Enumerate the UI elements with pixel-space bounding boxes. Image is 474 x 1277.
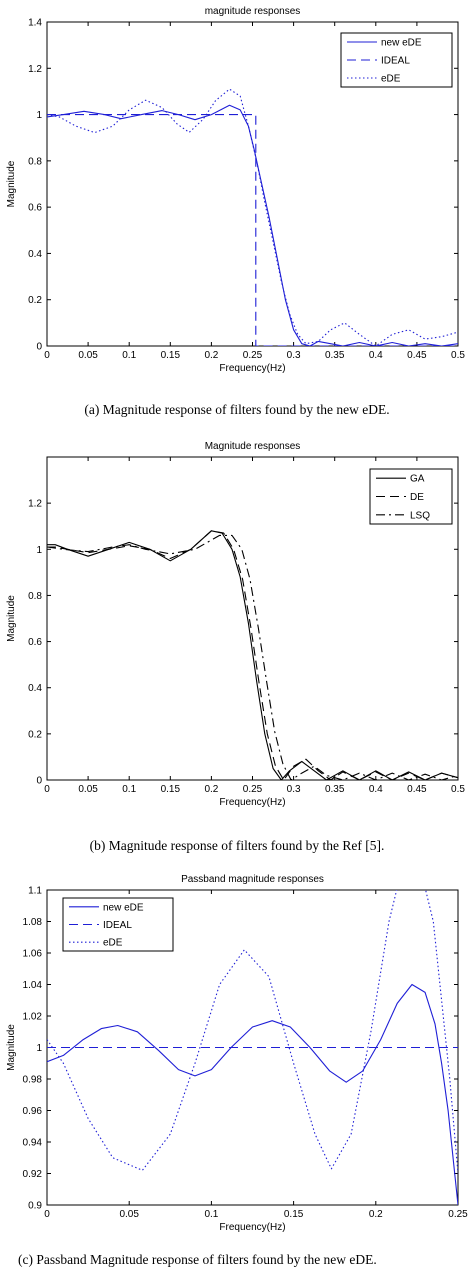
legend: GA DE LSQ <box>369 468 453 525</box>
legend-label: GA <box>410 474 425 485</box>
y-tick-label: 0.92 <box>23 1169 43 1180</box>
chart-panel-c: Passband magnitude responses 0 0.05 0.1 0.15… <box>0 866 474 1248</box>
legend-label: DE <box>410 492 424 503</box>
caption-c: (c) Passband Magnitude response of filte… <box>18 1252 377 1267</box>
y-tick-label: 1 <box>36 1043 42 1054</box>
y-tick-label: 0.98 <box>23 1075 43 1086</box>
x-tick-label: 0.15 <box>161 350 181 361</box>
legend-label: new eDE <box>103 902 144 913</box>
x-tick-label: 0.35 <box>325 350 345 361</box>
plot-area <box>47 530 458 780</box>
y-tick-label: 0.96 <box>23 1106 43 1117</box>
legend: new eDE IDEAL eDE <box>62 897 174 952</box>
plot-area <box>47 88 458 346</box>
chart-panel-a: magnitude responses 0 0.05 0.1 0.15 0.2 0.25 0.… <box>0 0 474 400</box>
x-tick-label: 0.1 <box>122 784 136 795</box>
chart-panel-b: Magnitude responses 0 0.05 0.1 0.15 0.2 0.25 0.… <box>0 430 474 830</box>
x-axis-label: Frequency(Hz) <box>219 797 285 808</box>
x-tick-label: 0.45 <box>407 784 427 795</box>
y-tick-label: 1 <box>36 545 42 556</box>
legend-label: IDEAL <box>103 920 132 931</box>
x-tick-label: 0.25 <box>448 1209 468 1220</box>
series-new-ede-line <box>47 983 458 1205</box>
x-tick-label: 0 <box>44 784 50 795</box>
series-ede-line <box>47 890 458 1174</box>
y-tick-label: 1.04 <box>23 980 43 991</box>
x-axis-label: Frequency(Hz) <box>219 1222 285 1233</box>
plot-area <box>47 890 458 1205</box>
y-tick-label: 1.4 <box>28 18 42 29</box>
x-tick-label: 0.4 <box>369 784 383 795</box>
y-tick-label: 1.08 <box>23 917 43 928</box>
legend-label: eDE <box>381 74 401 85</box>
x-axis-label: Frequency(Hz) <box>219 363 285 374</box>
y-tick-label: 0.2 <box>28 295 42 306</box>
series-lsq-line <box>47 534 458 780</box>
x-tick-label: 0.15 <box>161 784 181 795</box>
chart-title: magnitude responses <box>205 6 301 17</box>
chart-b: Magnitude responses 0 0.05 0.1 0.15 0.2 0.25 0.… <box>6 441 465 808</box>
x-tick-label: 0.5 <box>451 350 465 361</box>
y-tick-label: 1.2 <box>28 64 42 75</box>
y-tick-label: 0.6 <box>28 203 42 214</box>
legend-label: IDEAL <box>381 56 410 67</box>
caption-a: (a) Magnitude response of filters found … <box>84 402 390 417</box>
chart-title: Magnitude responses <box>205 441 301 452</box>
y-tick-label: 0 <box>36 776 42 787</box>
y-tick-label: 1.2 <box>28 499 42 510</box>
x-tick-label: 0.2 <box>204 350 218 361</box>
x-tick-label: 0 <box>44 350 50 361</box>
x-tick-label: 0.25 <box>243 350 263 361</box>
y-axis-label: Magnitude <box>6 1024 17 1071</box>
legend: new eDE IDEAL eDE <box>340 32 453 88</box>
y-tick-label: 0.4 <box>28 249 42 260</box>
x-tick-label: 0.4 <box>369 350 383 361</box>
x-tick-label: 0.45 <box>407 350 427 361</box>
x-tick-label: 0.1 <box>204 1209 218 1220</box>
y-tick-label: 0.4 <box>28 683 42 694</box>
chart-a: magnitude responses 0 0.05 0.1 0.15 0.2 0.25 0.… <box>6 6 465 374</box>
x-tick-label: 0.1 <box>122 350 136 361</box>
caption-b: (b) Magnitude response of filters found … <box>89 838 385 853</box>
y-tick-label: 0.9 <box>28 1201 42 1212</box>
y-tick-label: 1.06 <box>23 949 43 960</box>
x-tick-label: 0.3 <box>287 784 301 795</box>
series-new-ede-line <box>47 104 458 346</box>
y-axis-label: Magnitude <box>6 595 17 642</box>
x-tick-label: 0.5 <box>451 784 465 795</box>
x-tick-label: 0.35 <box>325 784 345 795</box>
y-tick-label: 1 <box>36 110 42 121</box>
y-axis-label: Magnitude <box>6 160 17 207</box>
x-tick-label: 0.2 <box>369 1209 383 1220</box>
x-tick-label: 0.05 <box>119 1209 139 1220</box>
legend-label: eDE <box>103 938 123 949</box>
y-tick-label: 0.2 <box>28 729 42 740</box>
y-tick-label: 0 <box>36 342 42 353</box>
y-tick-label: 0.94 <box>23 1138 43 1149</box>
chart-c: Passband magnitude responses 0 0.05 0.1 0.15… <box>6 874 468 1233</box>
x-tick-label: 0 <box>44 1209 50 1220</box>
x-tick-label: 0.3 <box>287 350 301 361</box>
x-tick-label: 0.05 <box>78 350 98 361</box>
chart-title: Passband magnitude responses <box>181 874 324 885</box>
legend-label: new eDE <box>381 38 422 49</box>
y-tick-label: 1.02 <box>23 1012 43 1023</box>
series-ideal-line <box>47 114 458 346</box>
y-tick-label: 1.1 <box>28 886 42 897</box>
y-tick-label: 0.8 <box>28 156 42 167</box>
x-tick-label: 0.05 <box>78 784 98 795</box>
x-tick-label: 0.25 <box>243 784 263 795</box>
y-tick-label: 0.8 <box>28 591 42 602</box>
x-tick-label: 0.15 <box>284 1209 304 1220</box>
y-tick-label: 0.6 <box>28 637 42 648</box>
legend-label: LSQ <box>410 510 430 521</box>
x-tick-label: 0.2 <box>204 784 218 795</box>
series-ga-line <box>47 530 458 780</box>
series-ede-line <box>47 88 458 346</box>
series-de-line <box>47 530 458 780</box>
